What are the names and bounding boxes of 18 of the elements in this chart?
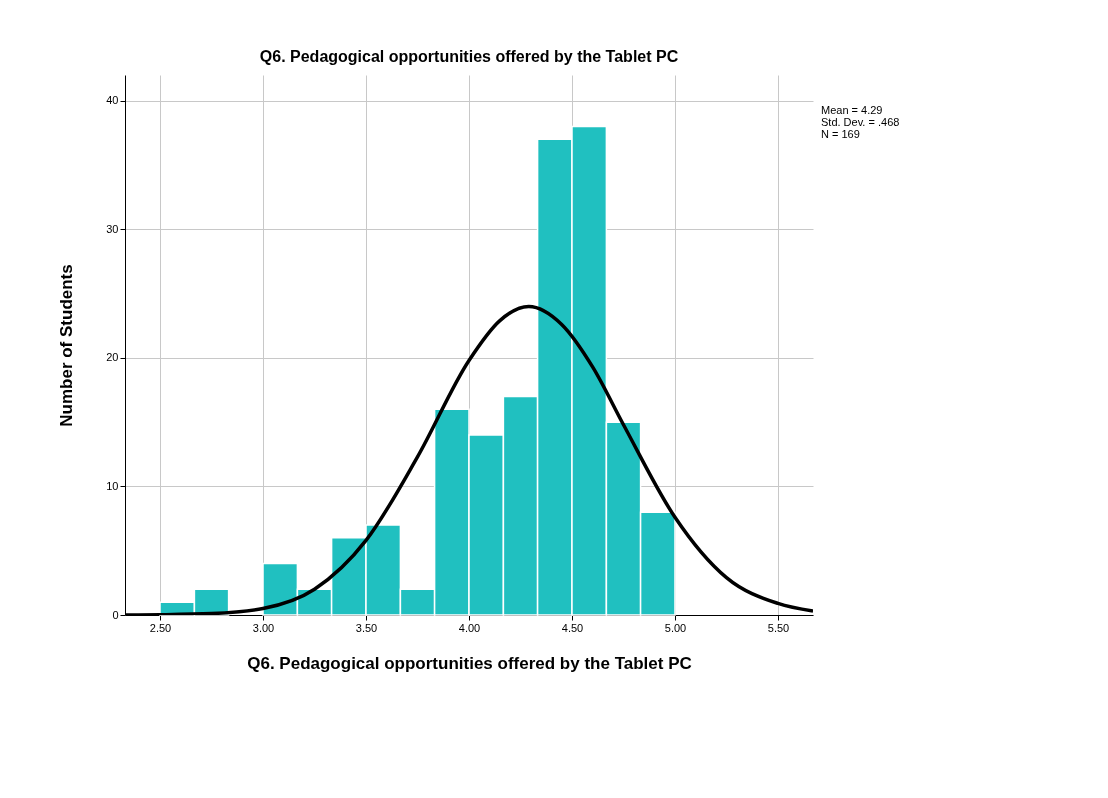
y-tick-label: 40 [106, 94, 119, 107]
y-tick-label: 10 [106, 479, 119, 492]
x-tick-label: 3.00 [252, 621, 275, 634]
text: Std. Dev. = .468 [821, 116, 900, 128]
x-tick-label: 5.00 [664, 621, 687, 634]
y-tick-label: 20 [106, 351, 119, 364]
chart-title: Q6. Pedagogical opportunities offered by the Tablet PC [259, 48, 679, 65]
x-axis-title: Q6. Pedagogical opportunities offered by the Tablet PC [247, 653, 692, 673]
x-tick-label: 4.00 [458, 621, 481, 634]
y-axis-title: Number of Students [57, 264, 77, 427]
x-tick-label: 4.50 [561, 621, 584, 634]
x-tick-label: 5.50 [767, 621, 790, 634]
y-tick-label: 0 [112, 608, 119, 621]
y-tick-label: 30 [106, 222, 119, 235]
text: Mean = 4.29 [821, 104, 883, 116]
text: N = 169 [821, 128, 860, 140]
x-tick-label: 2.50 [149, 621, 172, 634]
x-tick-label: 3.50 [355, 621, 378, 634]
